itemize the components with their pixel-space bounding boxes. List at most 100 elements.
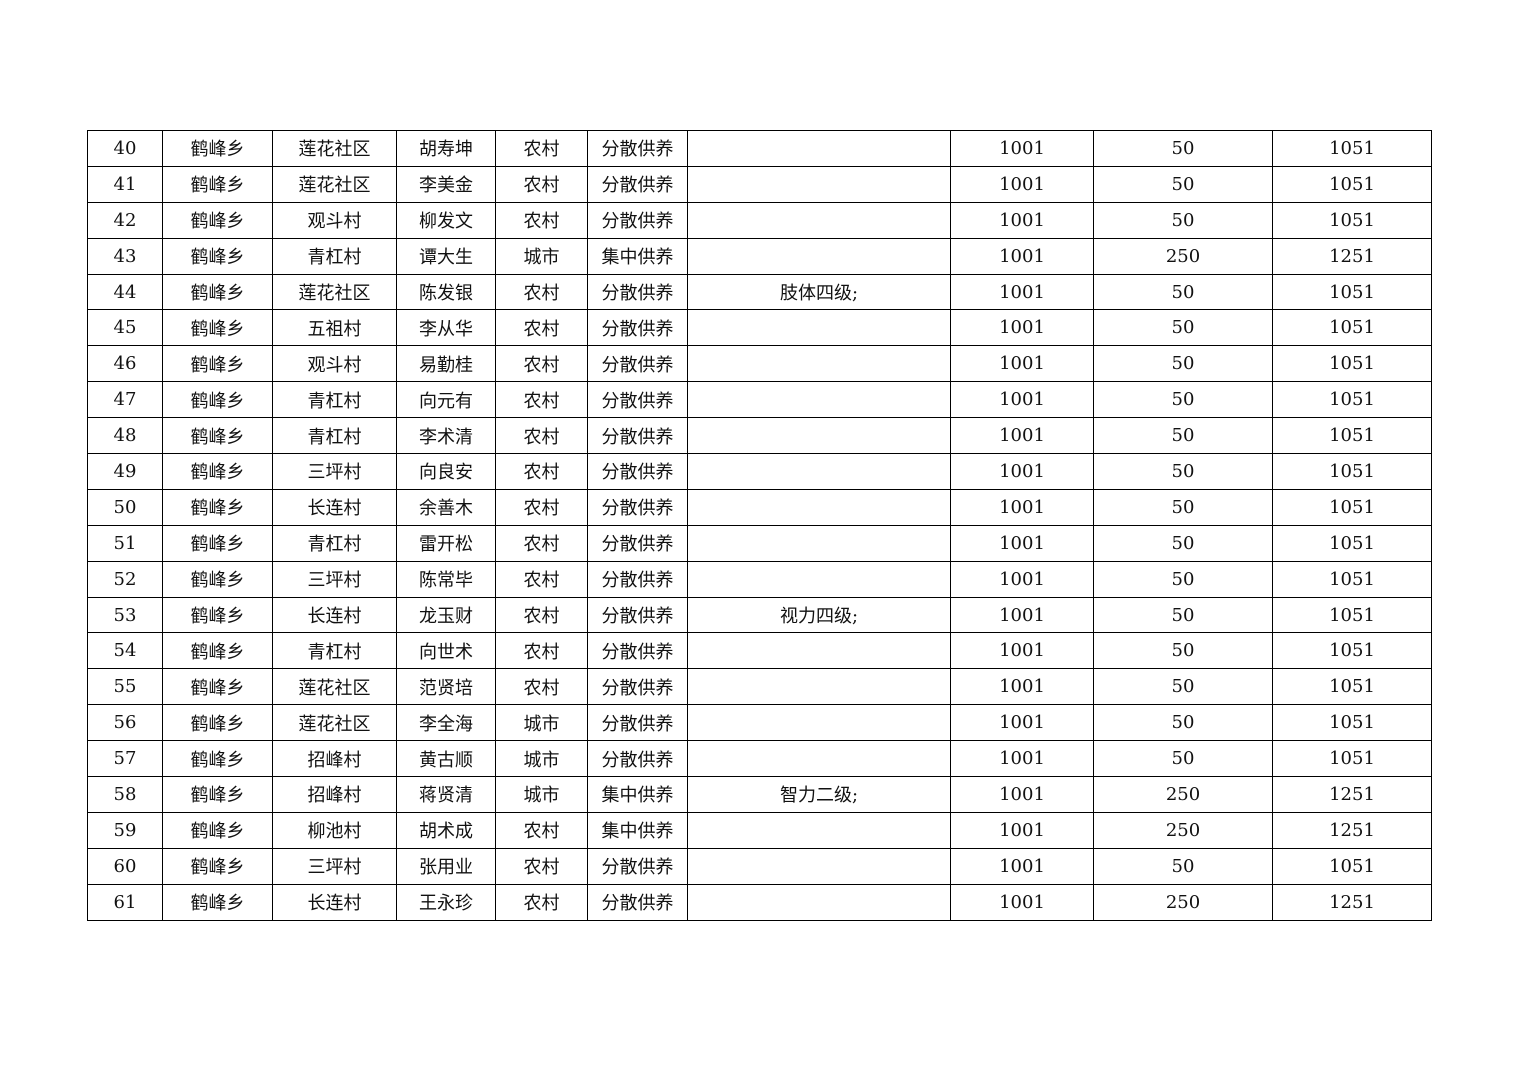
cell-total: 1251 (1272, 237, 1432, 275)
cell-disability (687, 130, 951, 167)
cell-area-type: 农村 (495, 309, 588, 347)
cell-village: 莲花社区 (272, 273, 397, 311)
cell-support-type: 分散供养 (587, 740, 688, 778)
cell-township: 鹤峰乡 (162, 811, 273, 849)
cell-total: 1051 (1272, 381, 1432, 419)
cell-total: 1051 (1272, 847, 1432, 885)
cell-amount-b: 50 (1093, 201, 1273, 239)
cell-amount-b: 50 (1093, 417, 1273, 455)
cell-village: 招峰村 (272, 776, 397, 813)
cell-support-type: 分散供养 (587, 453, 688, 490)
cell-township: 鹤峰乡 (162, 560, 273, 598)
cell-index: 55 (87, 668, 163, 706)
cell-township: 鹤峰乡 (162, 381, 273, 419)
cell-index: 41 (87, 165, 163, 203)
cell-support-type: 分散供养 (587, 130, 688, 167)
cell-township: 鹤峰乡 (162, 524, 273, 562)
cell-amount-a: 1001 (950, 883, 1094, 921)
cell-index: 43 (87, 237, 163, 275)
cell-township: 鹤峰乡 (162, 488, 273, 526)
cell-name: 黄古顺 (396, 740, 496, 778)
cell-area-type: 城市 (495, 237, 588, 275)
cell-index: 46 (87, 345, 163, 383)
table-row: 61 鹤峰乡 长连村 王永珍 农村 分散供养 1001 250 1251 (87, 883, 1432, 921)
table-row: 41 鹤峰乡 莲花社区 李美金 农村 分散供养 1001 50 1051 (87, 165, 1432, 203)
cell-amount-a: 1001 (950, 309, 1094, 347)
cell-township: 鹤峰乡 (162, 201, 273, 239)
cell-support-type: 分散供养 (587, 165, 688, 203)
table-row: 43 鹤峰乡 青杠村 谭大生 城市 集中供养 1001 250 1251 (87, 237, 1432, 275)
cell-amount-a: 1001 (950, 381, 1094, 419)
cell-area-type: 农村 (495, 273, 588, 311)
cell-disability (687, 345, 951, 383)
cell-name: 李全海 (396, 704, 496, 742)
cell-disability (687, 524, 951, 562)
cell-name: 余善木 (396, 488, 496, 526)
table-row: 55 鹤峰乡 莲花社区 范贤培 农村 分散供养 1001 50 1051 (87, 668, 1432, 706)
cell-area-type: 农村 (495, 560, 588, 598)
cell-amount-a: 1001 (950, 811, 1094, 849)
cell-village: 五祖村 (272, 309, 397, 347)
cell-area-type: 农村 (495, 883, 588, 921)
table-body: 40 鹤峰乡 莲花社区 胡寿坤 农村 分散供养 1001 50 1051 41 鹤峰乡 莲花社区 李美金… (87, 130, 1432, 921)
cell-area-type: 农村 (495, 130, 588, 167)
cell-total: 1051 (1272, 560, 1432, 598)
table-row: 47 鹤峰乡 青杠村 向元有 农村 分散供养 1001 50 1051 (87, 381, 1432, 419)
cell-support-type: 分散供养 (587, 560, 688, 598)
cell-total: 1051 (1272, 453, 1432, 490)
cell-total: 1051 (1272, 596, 1432, 634)
cell-support-type: 集中供养 (587, 237, 688, 275)
cell-support-type: 分散供养 (587, 488, 688, 526)
cell-amount-b: 50 (1093, 668, 1273, 706)
cell-village: 青杠村 (272, 381, 397, 419)
cell-disability (687, 740, 951, 778)
cell-index: 57 (87, 740, 163, 778)
cell-support-type: 分散供养 (587, 668, 688, 706)
cell-township: 鹤峰乡 (162, 417, 273, 455)
cell-disability (687, 309, 951, 347)
cell-name: 雷开松 (396, 524, 496, 562)
table-row: 53 鹤峰乡 长连村 龙玉财 农村 分散供养 视力四级; 1001 50 1051 (87, 596, 1432, 634)
cell-amount-a: 1001 (950, 488, 1094, 526)
cell-support-type: 分散供养 (587, 883, 688, 921)
cell-village: 青杠村 (272, 632, 397, 670)
cell-name: 谭大生 (396, 237, 496, 275)
table-row: 54 鹤峰乡 青杠村 向世术 农村 分散供养 1001 50 1051 (87, 632, 1432, 670)
table-row: 60 鹤峰乡 三坪村 张用业 农村 分散供养 1001 50 1051 (87, 847, 1432, 885)
cell-support-type: 分散供养 (587, 417, 688, 455)
cell-index: 54 (87, 632, 163, 670)
cell-disability (687, 704, 951, 742)
cell-index: 61 (87, 883, 163, 921)
cell-name: 李从华 (396, 309, 496, 347)
cell-support-type: 分散供养 (587, 847, 688, 885)
cell-township: 鹤峰乡 (162, 596, 273, 634)
cell-total: 1051 (1272, 524, 1432, 562)
cell-village: 三坪村 (272, 453, 397, 490)
cell-index: 42 (87, 201, 163, 239)
cell-total: 1051 (1272, 309, 1432, 347)
table-row: 44 鹤峰乡 莲花社区 陈发银 农村 分散供养 肢体四级; 1001 50 1051 (87, 273, 1432, 311)
cell-village: 长连村 (272, 488, 397, 526)
cell-area-type: 农村 (495, 596, 588, 634)
table-row: 57 鹤峰乡 招峰村 黄古顺 城市 分散供养 1001 50 1051 (87, 740, 1432, 778)
cell-total: 1251 (1272, 811, 1432, 849)
cell-amount-a: 1001 (950, 524, 1094, 562)
cell-total: 1251 (1272, 883, 1432, 921)
cell-disability: 智力二级; (687, 776, 951, 813)
cell-total: 1251 (1272, 776, 1432, 813)
cell-support-type: 分散供养 (587, 201, 688, 239)
cell-name: 向良安 (396, 453, 496, 490)
cell-area-type: 农村 (495, 201, 588, 239)
cell-township: 鹤峰乡 (162, 883, 273, 921)
cell-support-type: 分散供养 (587, 273, 688, 311)
table-row: 56 鹤峰乡 莲花社区 李全海 城市 分散供养 1001 50 1051 (87, 704, 1432, 742)
cell-disability (687, 417, 951, 455)
cell-amount-b: 250 (1093, 237, 1273, 275)
cell-amount-a: 1001 (950, 345, 1094, 383)
cell-index: 48 (87, 417, 163, 455)
cell-township: 鹤峰乡 (162, 776, 273, 813)
cell-amount-a: 1001 (950, 847, 1094, 885)
cell-township: 鹤峰乡 (162, 847, 273, 885)
cell-name: 胡寿坤 (396, 130, 496, 167)
cell-name: 蒋贤清 (396, 776, 496, 813)
